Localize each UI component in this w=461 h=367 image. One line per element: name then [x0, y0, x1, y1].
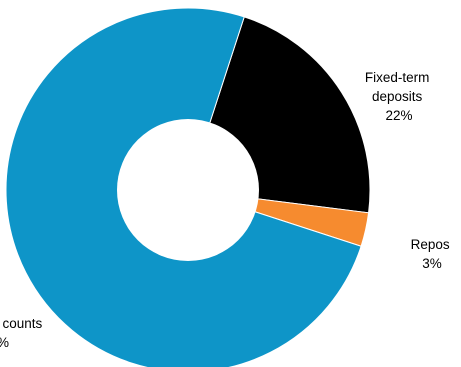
slice-value-fixed-term-deposits: 22%	[385, 108, 412, 123]
slice-label-counts: counts %	[0, 316, 46, 350]
donut-hole	[117, 119, 259, 261]
slice-value-counts: %	[0, 335, 9, 350]
slice-label-fixed-term-deposits: Fixed-term deposits 22%	[365, 70, 433, 123]
slice-label-repos: Repos 3%	[411, 237, 454, 271]
slice-value-repos: 3%	[422, 256, 442, 271]
